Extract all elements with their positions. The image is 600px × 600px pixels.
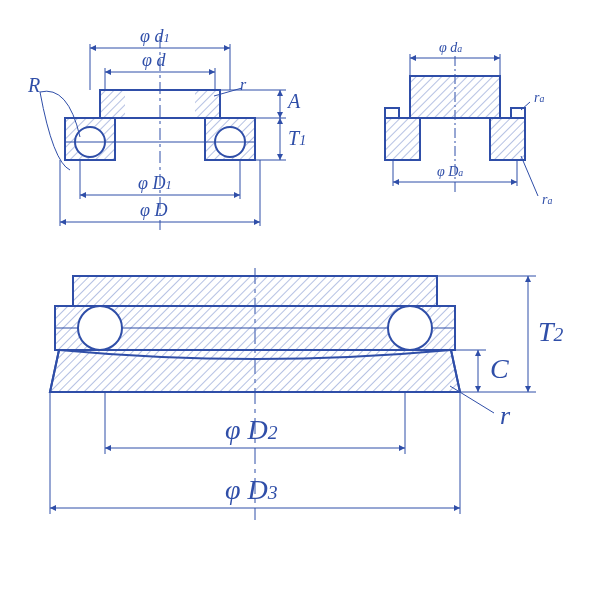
svg-marker-15 (224, 45, 230, 51)
svg-marker-35 (234, 192, 240, 198)
svg-marker-79 (105, 445, 111, 451)
svg-marker-30 (277, 154, 283, 160)
svg-marker-55 (393, 179, 399, 185)
svg-marker-85 (454, 505, 460, 511)
svg-marker-25 (277, 90, 283, 96)
svg-marker-50 (410, 55, 416, 61)
svg-marker-14 (90, 45, 96, 51)
svg-marker-80 (399, 445, 405, 451)
svg-rect-43 (410, 76, 500, 118)
svg-marker-34 (80, 192, 86, 198)
svg-rect-45 (385, 118, 420, 160)
svg-marker-40 (254, 219, 260, 225)
svg-line-75 (450, 386, 494, 413)
svg-rect-60 (73, 276, 437, 306)
svg-marker-84 (50, 505, 56, 511)
svg-marker-26 (277, 112, 283, 118)
svg-marker-56 (511, 179, 517, 185)
svg-marker-20 (209, 69, 215, 75)
svg-marker-51 (494, 55, 500, 61)
svg-marker-19 (105, 69, 111, 75)
svg-rect-46 (490, 118, 525, 160)
svg-marker-73 (475, 350, 481, 356)
svg-point-65 (388, 306, 432, 350)
svg-rect-5 (100, 90, 125, 118)
svg-marker-39 (60, 219, 66, 225)
svg-rect-6 (195, 90, 220, 118)
svg-point-64 (78, 306, 122, 350)
svg-marker-69 (525, 276, 531, 282)
svg-line-58 (521, 156, 538, 196)
svg-marker-70 (525, 386, 531, 392)
svg-marker-29 (277, 118, 283, 124)
svg-marker-74 (475, 386, 481, 392)
